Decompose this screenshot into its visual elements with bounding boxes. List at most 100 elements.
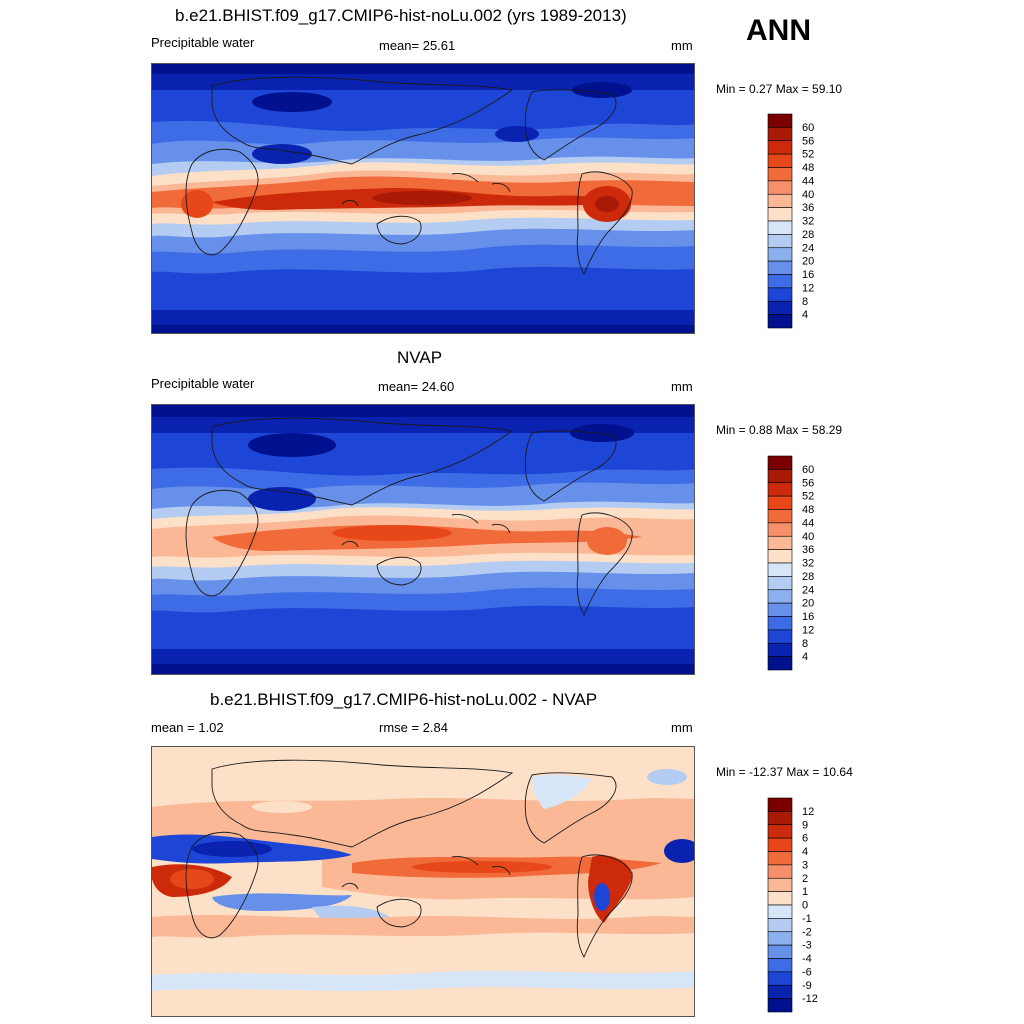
colorbar-obs: 60 56 52 48 44 40 36 32 28 24 20 16 12 8 4 bbox=[767, 455, 828, 672]
colorbar-tick-label: 28 bbox=[802, 571, 814, 583]
colorbar-swatch bbox=[767, 891, 793, 906]
variable-label: Precipitable water bbox=[151, 376, 255, 391]
colorbar-swatch bbox=[767, 482, 793, 497]
colorbar-tick-label: 20 bbox=[802, 598, 814, 610]
colorbar-tick-label: -1 bbox=[802, 913, 812, 925]
colorbar-tick-label: 24 bbox=[802, 584, 814, 596]
colorbar-swatch bbox=[767, 549, 793, 564]
units-label: mm bbox=[671, 379, 693, 394]
colorbar-tick-label: 44 bbox=[802, 175, 814, 187]
colorbar-swatch bbox=[767, 274, 793, 289]
colorbar-tick-label: 32 bbox=[802, 216, 814, 228]
panel-title: b.e21.BHIST.f09_g17.CMIP6-hist-noLu.002 … bbox=[175, 6, 627, 25]
colorbar-swatch bbox=[767, 616, 793, 631]
colorbar-tick-label: 56 bbox=[802, 477, 814, 489]
colorbar-tick-label: 2 bbox=[802, 873, 808, 885]
colorbar-swatch bbox=[767, 469, 793, 484]
colorbar-tick-label: -12 bbox=[802, 993, 818, 1005]
colorbar-swatch bbox=[767, 509, 793, 524]
colorbar-swatch bbox=[767, 656, 793, 671]
colorbar-tick-label: 60 bbox=[802, 122, 814, 134]
colorbar-swatch bbox=[767, 918, 793, 933]
colorbar-swatch bbox=[767, 576, 793, 591]
mean-label: mean= 25.61 bbox=[379, 38, 456, 53]
colorbar-swatch bbox=[767, 797, 793, 812]
colorbar-swatch bbox=[767, 207, 793, 222]
colorbar-swatch bbox=[767, 140, 793, 155]
colorbar-swatch bbox=[767, 113, 793, 128]
colorbar-tick-label: 12 bbox=[802, 624, 814, 636]
colorbar-swatch bbox=[767, 864, 793, 879]
colorbar-swatch bbox=[767, 562, 793, 577]
units-label: mm bbox=[671, 720, 693, 735]
colorbar-tick-label: 56 bbox=[802, 135, 814, 147]
colorbar-swatch bbox=[767, 535, 793, 550]
colorbar-tick-label: 6 bbox=[802, 833, 808, 845]
colorbar-tick-label: 8 bbox=[802, 296, 808, 308]
colorbar-tick-label: 9 bbox=[802, 819, 808, 831]
colorbar-model: 60 56 52 48 44 40 36 32 28 24 20 16 12 8 4 bbox=[767, 113, 828, 330]
colorbar-tick-label: 4 bbox=[802, 846, 808, 858]
colorbar-swatch bbox=[767, 495, 793, 510]
colorbar-tick-label: 48 bbox=[802, 504, 814, 516]
colorbar-tick-label: 40 bbox=[802, 189, 814, 201]
variable-label: Precipitable water bbox=[151, 35, 255, 50]
map-diff bbox=[151, 746, 695, 1017]
rmse-label: rmse = 2.84 bbox=[379, 720, 449, 735]
colorbar-tick-label: 36 bbox=[802, 202, 814, 214]
colorbar-tick-label: 0 bbox=[802, 900, 808, 912]
colorbar-swatch bbox=[767, 153, 793, 168]
colorbar-tick-label: 12 bbox=[802, 282, 814, 294]
colorbar-swatch bbox=[767, 971, 793, 986]
colorbar-tick-label: 16 bbox=[802, 611, 814, 623]
colorbar-swatch bbox=[767, 851, 793, 866]
colorbar-swatch bbox=[767, 837, 793, 852]
colorbar-swatch bbox=[767, 984, 793, 999]
colorbar-swatch bbox=[767, 602, 793, 617]
colorbar-swatch bbox=[767, 455, 793, 470]
colorbar-tick-label: -4 bbox=[802, 953, 812, 965]
colorbar-swatch bbox=[767, 314, 793, 329]
colorbar-swatch bbox=[767, 811, 793, 826]
mean-label: mean = 1.02 bbox=[151, 720, 224, 735]
colorbar-tick-label: 32 bbox=[802, 558, 814, 570]
panel-title: b.e21.BHIST.f09_g17.CMIP6-hist-noLu.002 … bbox=[210, 690, 598, 709]
colorbar-tick-label: 24 bbox=[802, 242, 814, 254]
colorbar-tick-label: 52 bbox=[802, 149, 814, 161]
colorbar-swatch bbox=[767, 642, 793, 657]
minmax-label: Min = 0.88 Max = 58.29 bbox=[716, 423, 843, 437]
colorbar-tick-label: 60 bbox=[802, 464, 814, 476]
colorbar-tick-label: 16 bbox=[802, 269, 814, 281]
colorbar-swatch bbox=[767, 522, 793, 537]
colorbar-swatch bbox=[767, 931, 793, 946]
colorbar-swatch bbox=[767, 629, 793, 644]
colorbar-tick-label: 44 bbox=[802, 517, 814, 529]
colorbar-swatch bbox=[767, 287, 793, 302]
colorbar-swatch bbox=[767, 220, 793, 235]
season-label: ANN bbox=[746, 14, 811, 47]
mean-label: mean= 24.60 bbox=[378, 379, 455, 394]
colorbar-swatch bbox=[767, 958, 793, 973]
colorbar-tick-label: 4 bbox=[802, 309, 808, 321]
colorbar-tick-label: 8 bbox=[802, 638, 808, 650]
colorbar-swatch bbox=[767, 180, 793, 195]
colorbar-tick-label: 1 bbox=[802, 886, 808, 898]
colorbar-swatch bbox=[767, 904, 793, 919]
colorbar-tick-label: -6 bbox=[802, 966, 812, 978]
colorbar-tick-label: 3 bbox=[802, 859, 808, 871]
units-label: mm bbox=[671, 38, 693, 53]
panel-title: NVAP bbox=[397, 348, 443, 367]
colorbar-swatch bbox=[767, 877, 793, 892]
colorbar-swatch bbox=[767, 944, 793, 959]
colorbar-swatch bbox=[767, 300, 793, 315]
colorbar-tick-label: 20 bbox=[802, 256, 814, 268]
colorbar-swatch bbox=[767, 589, 793, 604]
colorbar-tick-label: 36 bbox=[802, 544, 814, 556]
colorbar-tick-label: 48 bbox=[802, 162, 814, 174]
colorbar-tick-label: 52 bbox=[802, 491, 814, 503]
colorbar-tick-label: -9 bbox=[802, 980, 812, 992]
colorbar-swatch bbox=[767, 998, 793, 1013]
colorbar-swatch bbox=[767, 824, 793, 839]
colorbar-swatch bbox=[767, 167, 793, 182]
colorbar-tick-label: 12 bbox=[802, 806, 814, 818]
